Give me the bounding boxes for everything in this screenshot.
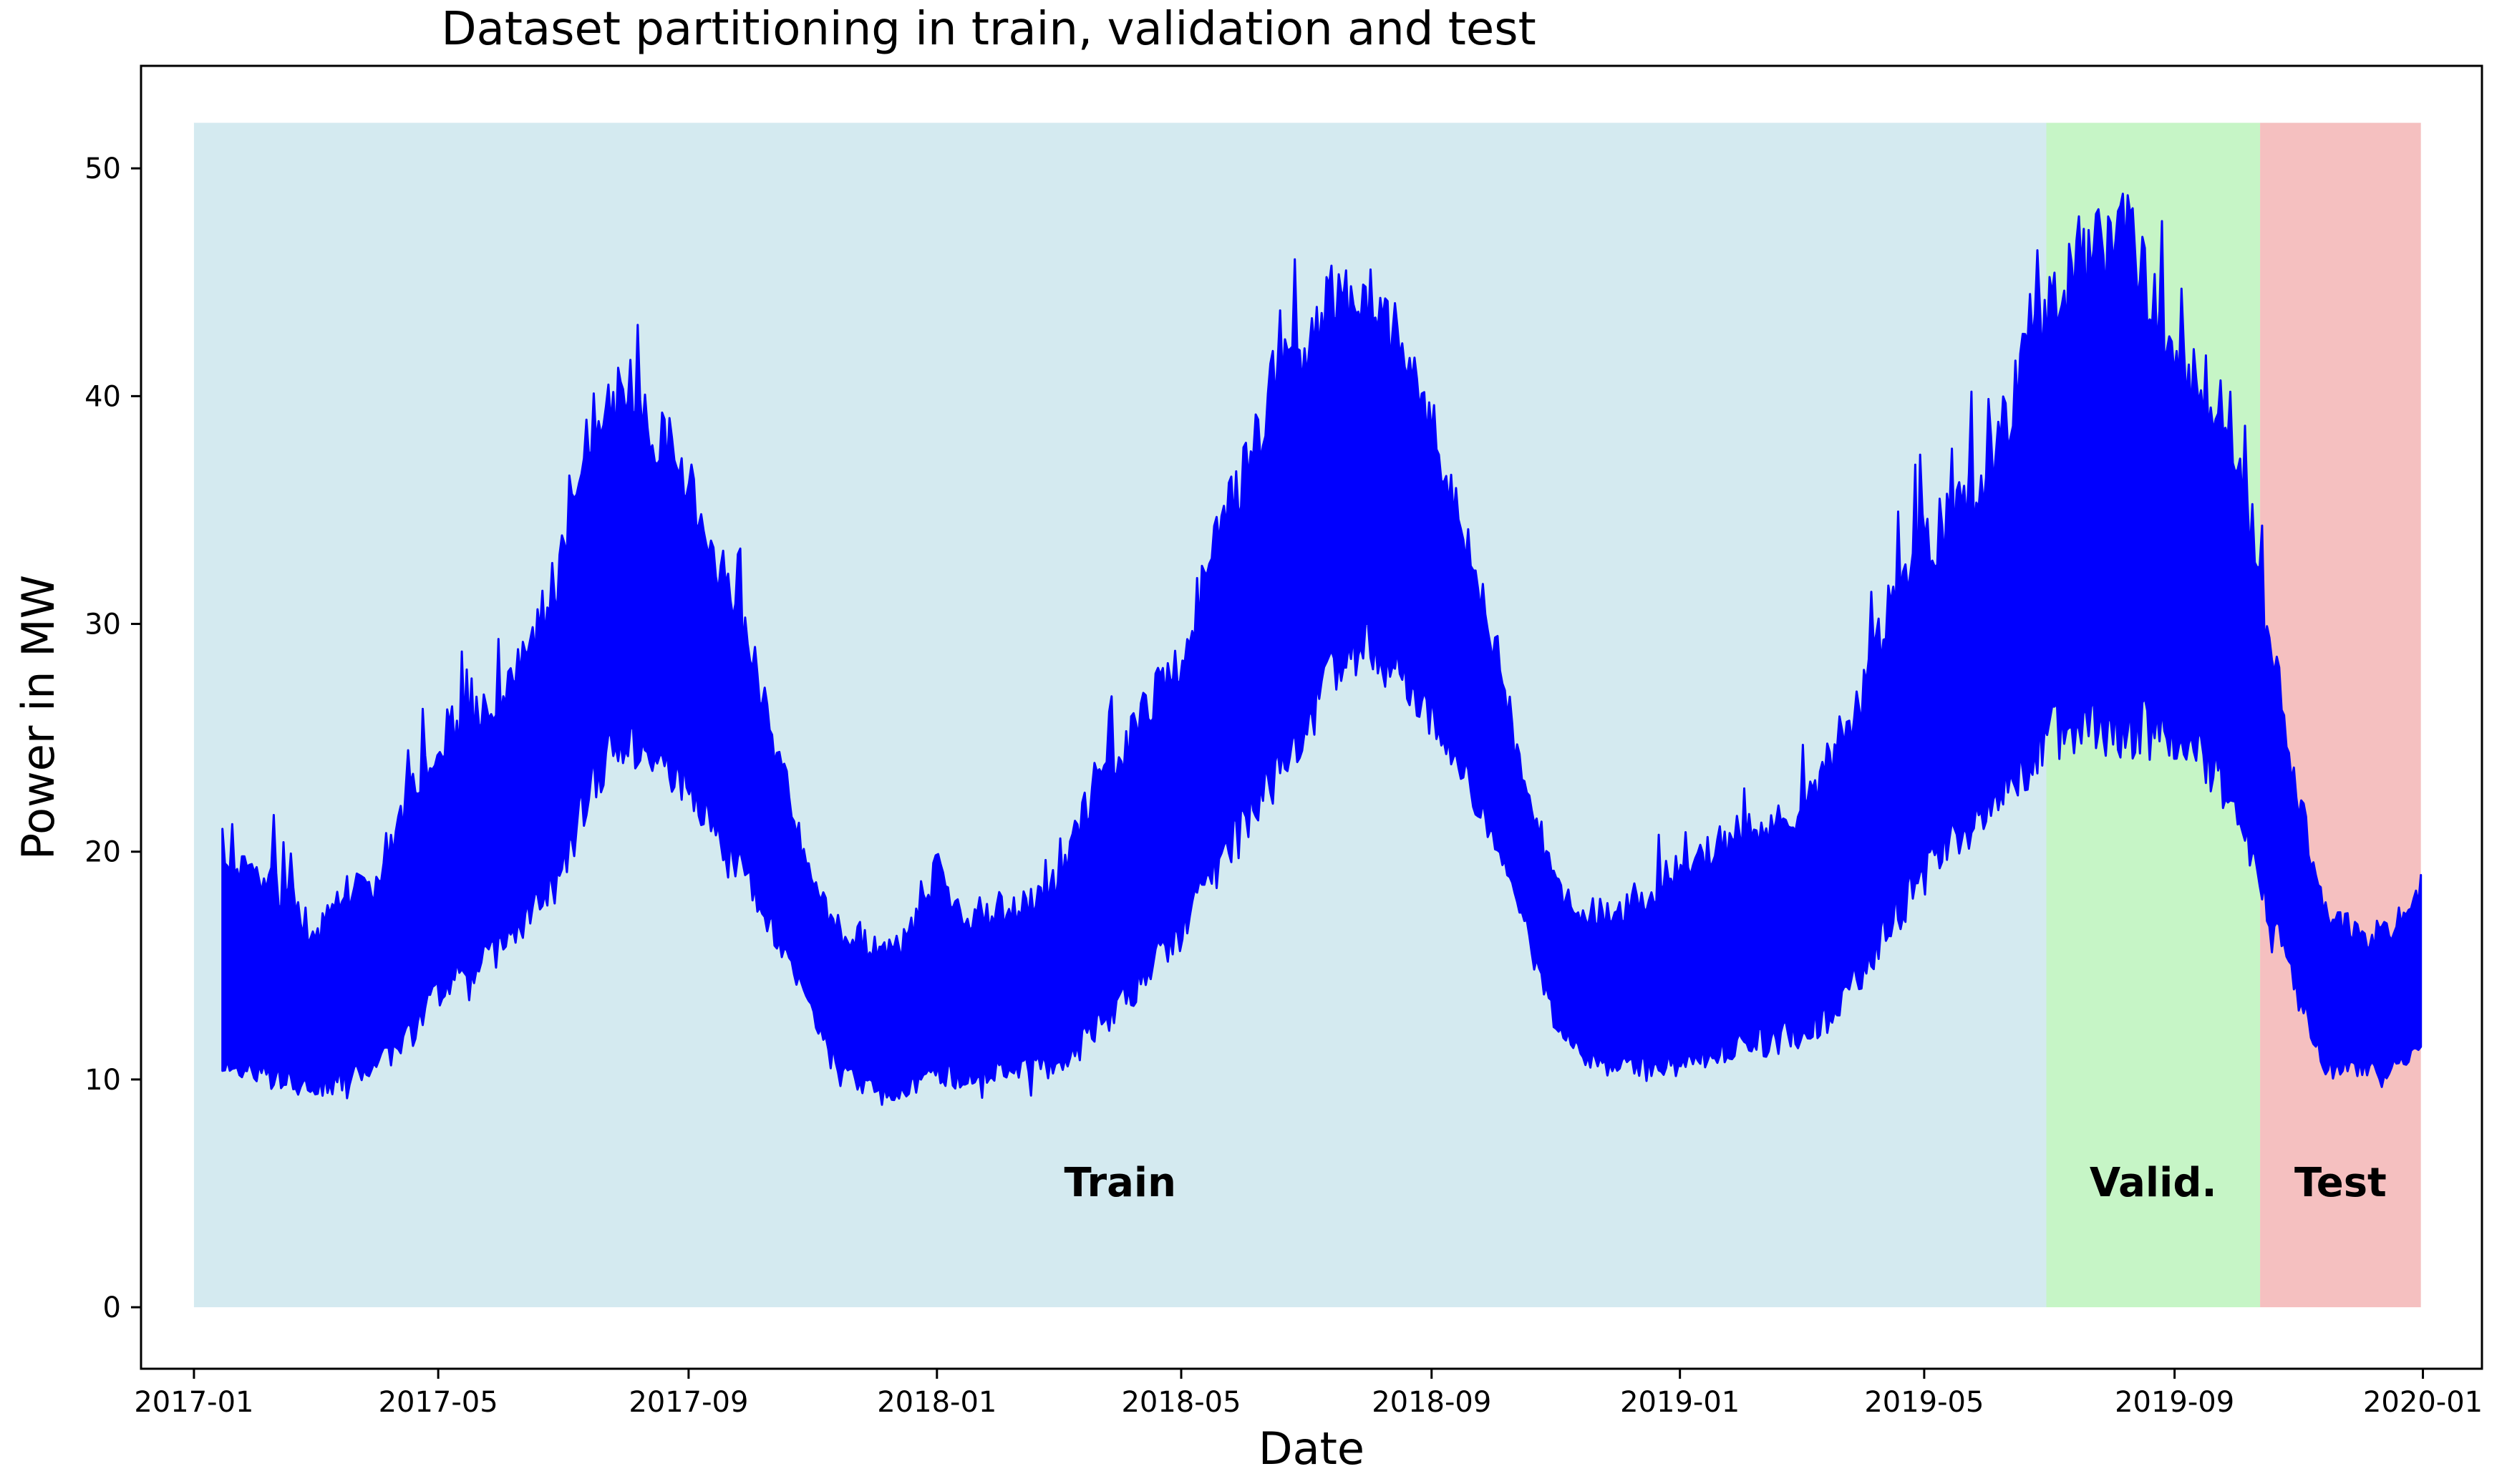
y-tick-label: 50: [84, 152, 121, 185]
plot-frame: [140, 64, 2483, 1370]
x-tick-label: 2018-01: [877, 1386, 997, 1419]
y-tick-label: 0: [103, 1291, 121, 1324]
chart-title: Dataset partitioning in train, validatio…: [441, 3, 1536, 56]
x-tick-label: 2017-01: [134, 1386, 253, 1419]
y-axis-label: Power in MW: [12, 575, 64, 860]
x-tick-label: 2017-09: [629, 1386, 748, 1419]
region-label-test: Test: [2294, 1160, 2387, 1206]
region-labels: Train Valid. Test: [1064, 1160, 2386, 1206]
y-tick-label: 20: [84, 836, 121, 869]
x-axis-label: Date: [1259, 1422, 1364, 1475]
region-label-valid: Valid.: [2090, 1160, 2217, 1206]
region-label-train: Train: [1064, 1160, 1176, 1206]
y-tick-label: 30: [84, 608, 121, 641]
region-test-band: [2260, 122, 2421, 1308]
y-axis-ticks: 0 10 20 30 40 50: [84, 152, 141, 1324]
x-axis-ticks: 2017-01 2017-05 2017-09 2018-01 2018-05 2018-…: [134, 1369, 2483, 1419]
y-tick-label: 10: [84, 1064, 121, 1097]
x-tick-label: 2017-05: [379, 1386, 498, 1419]
x-tick-label: 2019-01: [1620, 1386, 1740, 1419]
series-line-power: [221, 193, 2423, 1106]
x-tick-label: 2019-05: [1864, 1386, 1984, 1419]
x-tick-label: 2019-09: [2115, 1386, 2234, 1419]
x-tick-label: 2018-09: [1372, 1386, 1491, 1419]
x-tick-label: 2018-05: [1121, 1386, 1241, 1419]
y-tick-label: 40: [84, 380, 121, 413]
x-tick-label: 2020-01: [2363, 1386, 2483, 1419]
series-group: [221, 193, 2423, 1106]
